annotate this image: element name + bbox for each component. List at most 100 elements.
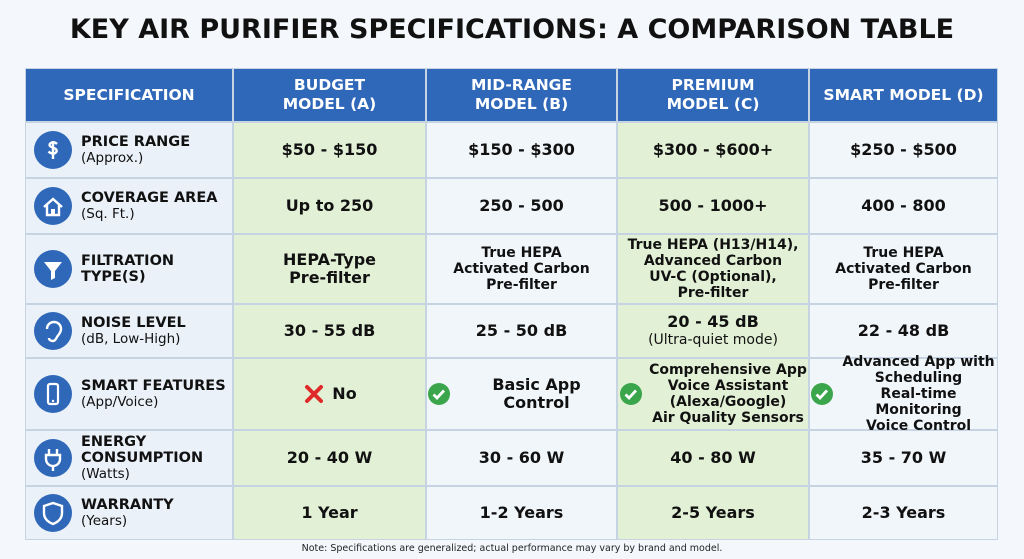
value-cell: 1 Year: [233, 486, 426, 540]
spec-text: FILTRATION TYPE(S): [81, 253, 174, 285]
spec-cell: NOISE LEVEL (dB, Low-High): [25, 304, 233, 358]
value-line: $300 - $600+: [652, 140, 774, 159]
value-cell: $150 - $300: [426, 122, 617, 178]
spec-cell: ENERGY CONSUMPTION (Watts): [25, 430, 233, 486]
spec-cell: PRICE RANGE (Approx.): [25, 122, 233, 178]
value-text: 500 - 1000+: [658, 197, 767, 215]
spec-text: COVERAGE AREA (Sq. Ft.): [81, 190, 217, 223]
value-text: HEPA-Type Pre-filter: [283, 251, 376, 287]
spec-label: PRICE RANGE: [81, 133, 191, 150]
value-line: 35 - 70 W: [860, 448, 947, 467]
spec-sub: (App/Voice): [81, 393, 159, 410]
value-line: 40 - 80 W: [670, 448, 756, 467]
spec-sub: (dB, Low-High): [81, 330, 181, 347]
value-line: HEPA-Type: [283, 250, 376, 269]
value-text: True HEPA (H13/H14), Advanced Carbon UV-C …: [628, 237, 799, 301]
value-line: Scheduling: [874, 370, 963, 386]
value-line: Activated Carbon: [453, 261, 590, 277]
spec-icon: [34, 439, 72, 477]
value-text: True HEPA Activated Carbon Pre-filter: [453, 245, 590, 293]
value-line: (Alexa/Google): [669, 394, 787, 410]
header-cell: SMART MODEL (D): [809, 68, 998, 122]
spec-label: ENERGY: [81, 433, 147, 450]
value-line: 250 - 500: [479, 196, 564, 215]
title: KEY AIR PURIFIER SPECIFICATIONS: A COMPA…: [69, 14, 955, 45]
value-line: 20 - 45 dB: [667, 312, 759, 331]
value-text: $150 - $300: [468, 141, 575, 159]
value-cell: Advanced App with Scheduling Real-time Mon…: [809, 354, 998, 434]
spec-icon: [34, 375, 72, 413]
spec-text: WARRANTY (Years): [81, 497, 174, 530]
value-text: 22 - 48 dB: [858, 322, 950, 340]
spec-icon: [34, 312, 72, 350]
value-text: 20 - 45 dB (Ultra-quiet mode): [648, 313, 778, 349]
value-line: True HEPA: [481, 245, 562, 261]
value-text: 25 - 50 dB: [476, 322, 568, 340]
status-icon: [810, 382, 834, 406]
value-cell: Up to 250: [233, 178, 426, 234]
value-line: Pre-filter: [289, 268, 370, 287]
value-cell: 400 - 800: [809, 178, 998, 234]
header-text: BUDGET MODEL (A): [283, 76, 377, 114]
value-cell: 1-2 Years: [426, 486, 617, 540]
value-line: $50 - $150: [281, 140, 378, 159]
value-line: Comprehensive App: [649, 362, 807, 378]
spec-text: NOISE LEVEL (dB, Low-High): [81, 315, 186, 348]
spec-label: TYPE(S): [81, 269, 146, 285]
header-text: SPECIFICATION: [63, 86, 194, 105]
value-cell: 25 - 50 dB: [426, 304, 617, 358]
value-line: True HEPA: [863, 245, 944, 261]
value-cell: 2-3 Years: [809, 486, 998, 540]
value-text: No: [332, 385, 356, 403]
spec-label: COVERAGE AREA: [81, 189, 218, 206]
value-cell: $300 - $600+: [617, 122, 809, 178]
value-text: 1-2 Years: [480, 504, 564, 522]
value-cell: $250 - $500: [809, 122, 998, 178]
header-cell: PREMIUM MODEL (C): [617, 68, 809, 122]
header-text: SMART MODEL (D): [823, 86, 983, 105]
value-cell: True HEPA Activated Carbon Pre-filter: [809, 234, 998, 304]
value-text: True HEPA Activated Carbon Pre-filter: [835, 245, 972, 293]
spec-text: PRICE RANGE (Approx.): [81, 134, 190, 167]
header-line: SMART MODEL (D): [823, 85, 984, 104]
value-cell: No: [233, 358, 426, 430]
value-line: Pre-filter: [677, 285, 749, 301]
value-line: No: [332, 384, 357, 403]
value-cell: True HEPA (H13/H14), Advanced Carbon UV-C …: [617, 234, 809, 304]
spec-sub: (Approx.): [81, 149, 144, 166]
note: Note: Specifications are generalized; ac…: [301, 543, 723, 554]
value-text: 40 - 80 W: [670, 449, 756, 467]
value-text: 2-5 Years: [671, 504, 755, 522]
value-cell: 30 - 60 W: [426, 430, 617, 486]
spec-sub: (Sq. Ft.): [81, 205, 135, 222]
spec-sub: (Watts): [81, 465, 130, 482]
spec-cell: FILTRATION TYPE(S): [25, 234, 233, 304]
value-cell: 2-5 Years: [617, 486, 809, 540]
value-cell: 20 - 40 W: [233, 430, 426, 486]
value-line: 1-2 Years: [479, 503, 564, 522]
value-text: 2-3 Years: [862, 504, 946, 522]
spec-icon: [34, 131, 72, 169]
value-text: 250 - 500: [479, 197, 564, 215]
value-line: 2-3 Years: [861, 503, 946, 522]
value-line: Basic App Control: [492, 375, 581, 412]
value-line: 30 - 60 W: [478, 448, 565, 467]
value-line: $250 - $500: [850, 140, 957, 159]
value-line: Advanced Carbon: [643, 253, 783, 269]
spec-label: CONSUMPTION: [81, 449, 204, 466]
value-line: Activated Carbon: [835, 261, 972, 277]
value-cell: 500 - 1000+: [617, 178, 809, 234]
value-text: 1 Year: [301, 504, 357, 522]
value-cell: 22 - 48 dB: [809, 304, 998, 358]
value-line: Advanced App with: [842, 354, 995, 370]
value-line: Air Quality Sensors: [652, 410, 804, 426]
value-line: (Ultra-quiet mode): [648, 332, 778, 348]
header-cell: BUDGET MODEL (A): [233, 68, 426, 122]
value-cell: 20 - 45 dB (Ultra-quiet mode): [617, 304, 809, 358]
spec-cell: COVERAGE AREA (Sq. Ft.): [25, 178, 233, 234]
value-text: Comprehensive App Voice Assistant (Alexa/G…: [649, 362, 807, 426]
value-line: UV-C (Optional),: [649, 269, 777, 285]
value-line: 2-5 Years: [671, 503, 755, 522]
value-line: 30 - 55 dB: [283, 321, 376, 340]
header-line: MODEL (A): [282, 95, 377, 113]
